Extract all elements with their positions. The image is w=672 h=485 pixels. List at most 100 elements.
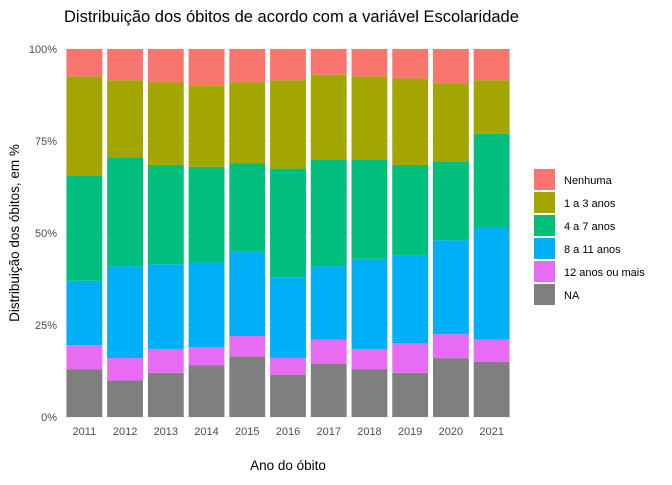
bar-2018-na — [351, 369, 388, 417]
legend-swatch-na — [534, 284, 555, 305]
x-tick-label: 2014 — [194, 426, 218, 438]
bar-2021-nenhuma — [473, 49, 510, 81]
bar-2016-nenhuma — [270, 49, 306, 81]
y-tick-label: 100% — [29, 44, 57, 56]
legend-label-na: NA — [564, 290, 580, 302]
x-tick-label: 2012 — [113, 426, 137, 438]
x-tick-label: 2019 — [398, 426, 422, 438]
bar-2012-nenhuma — [107, 49, 144, 81]
bar-2012-1-a-3-anos — [107, 80, 144, 158]
y-axis-ticks: 0% 25% 50% 75% 100% — [29, 44, 57, 424]
bar-2017-4-a-7-anos — [310, 159, 347, 267]
bar-2021-1-a-3-anos — [473, 80, 510, 134]
bar-2018-8-a-11-anos — [351, 258, 388, 349]
x-tick-label: 2021 — [479, 426, 503, 438]
bar-2021-4-a-7-anos — [473, 133, 510, 228]
bar-2019-4-a-7-anos — [392, 164, 429, 256]
bar-2012-na — [107, 380, 144, 417]
bar-2016-na — [270, 374, 306, 417]
bar-2017-8-a-11-anos — [310, 266, 347, 340]
bar-2015-4-a-7-anos — [229, 163, 266, 252]
legend-swatch-4-a-7-anos — [534, 215, 555, 236]
bar-2020-1-a-3-anos — [432, 83, 469, 162]
bar-2013-1-a-3-anos — [147, 82, 184, 165]
x-tick-label: 2016 — [276, 426, 300, 438]
bars — [66, 49, 510, 417]
bar-2014-na — [188, 365, 225, 417]
bar-2021-12-anos-ou-mais — [473, 339, 510, 362]
bar-2020-4-a-7-anos — [432, 161, 469, 241]
bar-2018-nenhuma — [351, 49, 388, 77]
y-axis-label: Distribuição dos óbitos, em % — [7, 144, 22, 322]
bar-2019-na — [392, 372, 429, 417]
bar-2011-nenhuma — [66, 49, 103, 77]
bar-2011-12-anos-ou-mais — [66, 345, 103, 370]
bar-2015-12-anos-ou-mais — [229, 336, 266, 357]
bar-2017-nenhuma — [310, 49, 347, 75]
legend-swatch-nenhuma — [534, 169, 555, 190]
legend-label-nenhuma: Nenhuma — [564, 175, 613, 187]
x-tick-label: 2015 — [235, 426, 259, 438]
bar-2016-4-a-7-anos — [270, 168, 306, 278]
x-tick-label: 2017 — [316, 426, 340, 438]
x-tick-label: 2018 — [357, 426, 381, 438]
bar-2019-1-a-3-anos — [392, 78, 429, 165]
legend: Nenhuma 1 a 3 anos 4 a 7 anos 8 a 11 anos 12… — [534, 169, 645, 305]
bar-2020-na — [432, 358, 469, 417]
bar-2014-4-a-7-anos — [188, 166, 225, 263]
y-tick-label: 75% — [35, 136, 57, 148]
bar-2011-na — [66, 369, 103, 417]
bar-2012-8-a-11-anos — [107, 266, 144, 359]
legend-label-4-a-7-anos: 4 a 7 anos — [564, 221, 616, 233]
chart-title: Distribuição dos óbitos de acordo com a … — [64, 8, 519, 26]
bar-2014-12-anos-ou-mais — [188, 347, 225, 366]
x-axis-label: Ano do óbito — [250, 458, 326, 473]
x-tick-label: 2011 — [73, 426, 97, 438]
bar-2021-8-a-11-anos — [473, 227, 510, 340]
legend-label-1-a-3-anos: 1 a 3 anos — [564, 198, 616, 210]
bar-2012-4-a-7-anos — [107, 157, 144, 267]
bar-2013-8-a-11-anos — [147, 264, 184, 349]
legend-swatch-8-a-11-anos — [534, 238, 555, 259]
bar-2012-12-anos-ou-mais — [107, 358, 144, 381]
x-axis-ticks: 2011 2012 2013 2014 2015 2016 2017 2018 2019 2020… — [73, 426, 504, 438]
bar-2017-12-anos-ou-mais — [310, 339, 347, 364]
bar-2016-12-anos-ou-mais — [270, 358, 306, 375]
bar-2017-1-a-3-anos — [310, 74, 347, 160]
bar-2015-na — [229, 356, 266, 417]
bar-2011-8-a-11-anos — [66, 280, 103, 346]
bar-2018-12-anos-ou-mais — [351, 348, 388, 370]
bar-2018-1-a-3-anos — [351, 76, 388, 160]
y-tick-label: 0% — [41, 412, 57, 424]
bar-2015-1-a-3-anos — [229, 82, 266, 164]
bar-2014-1-a-3-anos — [188, 85, 225, 167]
y-tick-label: 25% — [35, 320, 57, 332]
bar-2019-8-a-11-anos — [392, 255, 429, 344]
x-tick-label: 2013 — [154, 426, 178, 438]
bar-2013-12-anos-ou-mais — [147, 348, 184, 373]
bar-2013-nenhuma — [147, 49, 184, 83]
bar-2015-nenhuma — [229, 49, 266, 83]
bar-2020-8-a-11-anos — [432, 240, 469, 335]
bar-2019-nenhuma — [392, 49, 429, 79]
bar-2017-na — [310, 363, 347, 417]
bar-2018-4-a-7-anos — [351, 159, 388, 259]
bar-2014-nenhuma — [188, 49, 225, 86]
bar-2016-8-a-11-anos — [270, 277, 306, 359]
legend-label-12-anos-ou-mais: 12 anos ou mais — [564, 267, 645, 279]
bar-2015-8-a-11-anos — [229, 251, 266, 337]
bar-2013-na — [147, 372, 184, 417]
legend-label-8-a-11-anos: 8 a 11 anos — [564, 244, 621, 256]
x-tick-label: 2020 — [439, 426, 463, 438]
bar-2019-12-anos-ou-mais — [392, 343, 429, 373]
legend-swatch-12-anos-ou-mais — [534, 261, 555, 282]
legend-swatch-1-a-3-anos — [534, 192, 555, 213]
bar-2020-12-anos-ou-mais — [432, 334, 469, 359]
bar-2021-na — [473, 361, 510, 417]
bar-2020-nenhuma — [432, 49, 469, 84]
bar-2011-1-a-3-anos — [66, 76, 103, 176]
bar-2011-4-a-7-anos — [66, 175, 103, 281]
bar-2016-1-a-3-anos — [270, 80, 306, 169]
